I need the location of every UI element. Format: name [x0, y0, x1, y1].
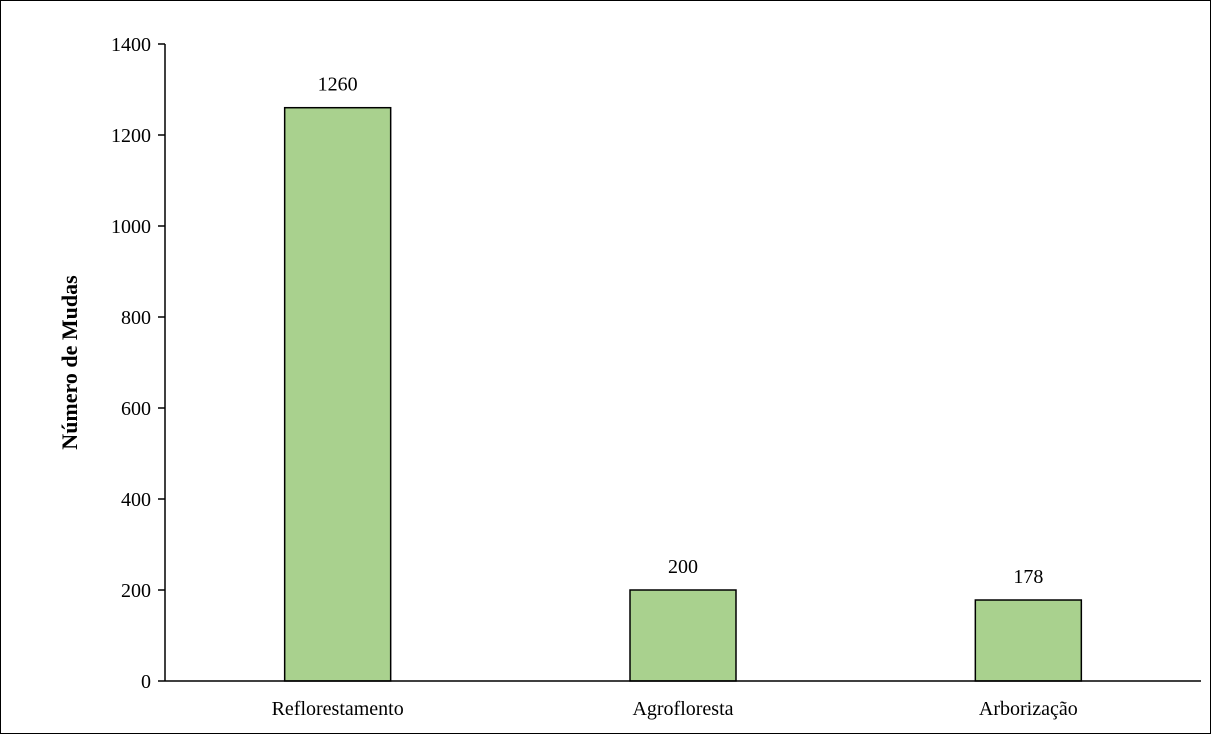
bar-reflorestamento	[283, 106, 392, 682]
x-axis-labels-group: Reflorestamento Agrofloresta Arborização	[272, 698, 1078, 720]
y-tick-label: 1400	[111, 34, 151, 56]
x-category-label: Arborização	[979, 698, 1078, 720]
y-tick-label: 800	[121, 307, 151, 329]
data-label: 178	[1013, 566, 1043, 588]
bar-arborização	[974, 599, 1083, 682]
y-axis-title: Número de Mudas	[57, 275, 82, 450]
y-tick-label: 200	[121, 580, 151, 602]
y-axis-ticks: 0 200 400 600 800 1000 1200 1400	[111, 34, 165, 693]
data-label: 1260	[318, 74, 358, 96]
bar-agrofloresta	[629, 589, 737, 682]
data-label: 200	[668, 556, 698, 578]
y-tick-label: 1200	[111, 125, 151, 147]
data-labels-group: 1260 200 178	[318, 74, 1044, 588]
bars-group	[283, 106, 1083, 682]
y-tick-label: 0	[141, 671, 151, 693]
y-tick-label: 1000	[111, 216, 151, 238]
x-category-label: Reflorestamento	[272, 698, 404, 720]
y-tick-label: 400	[121, 489, 151, 511]
x-category-label: Agrofloresta	[632, 698, 733, 720]
y-tick-label: 600	[121, 398, 151, 420]
